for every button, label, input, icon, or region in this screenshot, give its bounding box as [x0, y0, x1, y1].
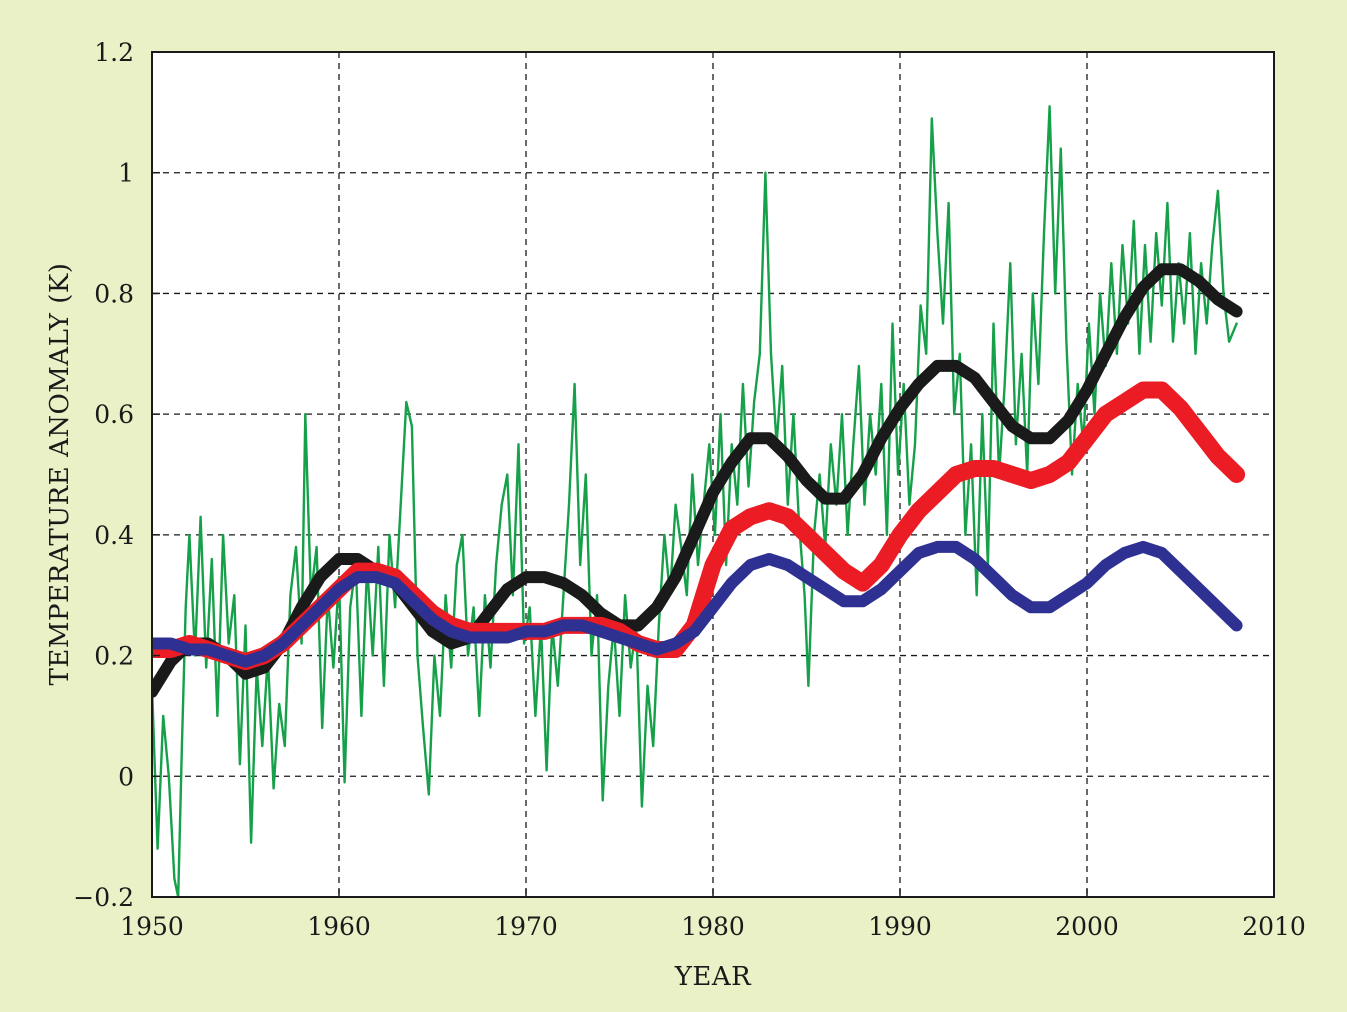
y-axis-ticks: −0.2 0 0.2 0.4 0.6 0.8 1 1.2 [73, 38, 160, 912]
y-tick-label: 0.8 [94, 279, 134, 308]
y-tick-label: 0.2 [94, 642, 134, 671]
x-tick-label: 2000 [1055, 912, 1119, 941]
y-tick-label: 1 [118, 159, 134, 188]
y-tick-label: 0.4 [94, 521, 134, 550]
x-tick-label: 1990 [868, 912, 932, 941]
series-line-2 [152, 263, 1243, 698]
series-layer [152, 105, 1246, 897]
x-tick-label: 1960 [307, 912, 371, 941]
series-line-4 [152, 540, 1243, 668]
x-tick-label: 1980 [681, 912, 745, 941]
x-axis-ticks: 1950 1960 1970 1980 1990 2000 2010 [120, 889, 1306, 941]
x-tick-label: 1970 [494, 912, 558, 941]
y-tick-label: 0.6 [94, 400, 134, 429]
y-tick-label: 0 [118, 762, 134, 791]
y-tick-label: 1.2 [94, 38, 134, 67]
y-axis-label: TEMPERATURE ANOMALY (K) [45, 263, 75, 686]
x-tick-label: 2010 [1242, 912, 1306, 941]
y-tick-label: −0.2 [73, 883, 134, 912]
grid-lines [152, 52, 1274, 897]
x-axis-label: YEAR [674, 962, 752, 992]
x-tick-label: 1950 [120, 912, 184, 941]
